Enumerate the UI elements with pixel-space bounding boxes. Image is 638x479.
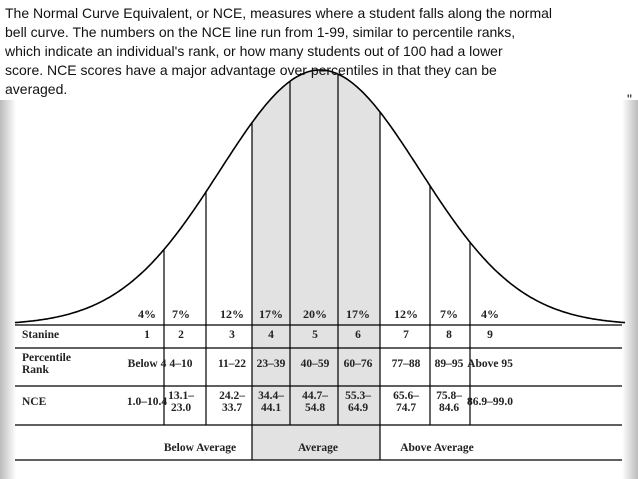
table-cell: 4: [268, 329, 274, 341]
table-cell: 13.1–: [168, 390, 194, 402]
table-cell: 60–76: [344, 358, 373, 370]
stanine-percentage: 17%: [346, 307, 370, 321]
paragraph-line: The Normal Curve Equivalent, or NCE, mea…: [5, 5, 552, 21]
table-cell: 11–22: [218, 358, 246, 370]
table-cell: 1.0–10.4: [127, 396, 168, 408]
table-cell: 55.3–: [345, 390, 371, 402]
paragraph-line: bell curve. The numbers on the NCE line …: [5, 24, 515, 40]
row-label: Stanine: [22, 329, 59, 341]
table-cell: 77–88: [392, 358, 421, 370]
table-cell: 65.6–: [393, 390, 419, 402]
table-cell: 44.1: [261, 402, 281, 414]
group-label: Above Average: [400, 442, 474, 454]
table-cell: 64.9: [348, 402, 368, 414]
bell-curve: [14, 69, 626, 324]
table-cell: 1: [144, 329, 150, 341]
table-cell: 84.6: [439, 402, 459, 414]
table-cell: 74.7: [396, 402, 416, 414]
stanine-percentage: 12%: [394, 307, 418, 321]
table-cell: 75.8–: [436, 390, 462, 402]
table-cell: 3: [229, 329, 235, 341]
table-cell: 6: [355, 329, 361, 341]
group-label: Average: [298, 442, 338, 454]
table-cell: 54.8: [305, 402, 325, 414]
table-cell: Above 95: [467, 358, 513, 370]
table-cell: 44.7–: [302, 390, 328, 402]
table-cell: 4–10: [170, 358, 193, 370]
table-cell: 23.0: [171, 402, 191, 414]
row-label: NCE: [22, 396, 47, 408]
stanine-percentage: 17%: [259, 307, 283, 321]
average-shade: [252, 70, 380, 325]
right-edge-shade: [622, 100, 638, 479]
left-edge-shade: [0, 100, 16, 479]
stanine-percentage: 7%: [440, 307, 458, 321]
table-cell: 24.2–: [219, 390, 245, 402]
stray-mark: ": [627, 91, 632, 107]
paragraph-line: averaged.: [5, 81, 67, 97]
bell-curve-diagram: 4% 7% 12% 17% 20% 17% 12% 7% 4% Stanine 1 2 3 4 5 6 7 8 9 P…: [14, 69, 626, 461]
table-cell: 7: [403, 329, 409, 341]
row-label: Rank: [22, 364, 49, 376]
stanine-percentage: 12%: [220, 307, 244, 321]
table-cell: 5: [312, 329, 318, 341]
row-label: Percentile: [22, 352, 71, 364]
table-cell: 9: [487, 329, 493, 341]
table-cell: Below 4: [128, 358, 167, 370]
table-cell: 8: [446, 329, 452, 341]
group-label: Below Average: [164, 442, 236, 454]
stanine-percentage: 4%: [138, 307, 156, 321]
table-cell: 23–39: [257, 358, 286, 370]
paragraph-line: which indicate an individual's rank, or …: [4, 43, 503, 59]
table-cell: 34.4–: [258, 390, 284, 402]
table-cell: 89–95: [435, 358, 464, 370]
table-cell: 40–59: [301, 358, 330, 370]
stanine-percentage: 4%: [481, 307, 499, 321]
table-cell: 33.7: [222, 402, 242, 414]
table-cell: 86.9–99.0: [467, 396, 513, 408]
stanine-percentage: 7%: [172, 307, 190, 321]
table-cell: 2: [178, 329, 184, 341]
stanine-percentage: 20%: [303, 307, 327, 321]
paragraph-line: score. NCE scores have a major advantage…: [5, 62, 497, 78]
paragraph: The Normal Curve Equivalent, or NCE, mea…: [4, 5, 632, 107]
